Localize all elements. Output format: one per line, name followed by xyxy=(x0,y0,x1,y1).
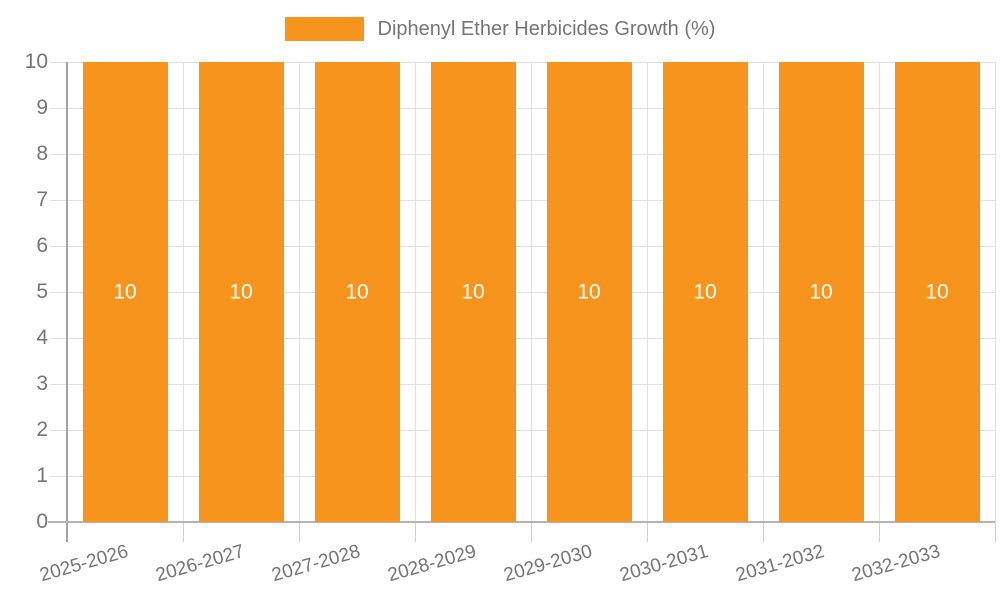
y-axis-tick-label: 10 xyxy=(24,50,48,74)
bar[interactable] xyxy=(546,62,632,522)
gridline-vertical xyxy=(531,62,532,522)
y-axis-tick-label: 8 xyxy=(36,142,48,166)
y-tick-mark xyxy=(50,476,67,477)
x-tick-mark xyxy=(763,522,764,542)
y-axis-tick-label: 2 xyxy=(36,418,48,442)
y-axis-tick-label: 1 xyxy=(36,464,48,488)
x-axis-tick-label: 2032-2033 xyxy=(849,541,943,587)
x-axis-tick-label: 2029-2030 xyxy=(501,541,595,587)
legend-label: Diphenyl Ether Herbicides Growth (%) xyxy=(377,17,716,40)
gridline-vertical xyxy=(763,62,764,522)
bar-value-label: 10 xyxy=(461,280,485,304)
bar[interactable] xyxy=(314,62,400,522)
y-axis-tick-label: 7 xyxy=(36,188,48,212)
bar-value-label: 10 xyxy=(809,280,833,304)
gridline-vertical xyxy=(879,62,880,522)
gridline-vertical xyxy=(183,62,184,522)
x-axis-tick-label: 2031-2032 xyxy=(733,541,827,587)
bar[interactable] xyxy=(430,62,516,522)
y-tick-mark xyxy=(50,200,67,201)
y-tick-mark xyxy=(50,154,67,155)
bar-value-label: 10 xyxy=(113,280,137,304)
bar[interactable] xyxy=(778,62,864,522)
gridline-vertical xyxy=(415,62,416,522)
x-axis-line xyxy=(48,521,995,523)
bar[interactable] xyxy=(82,62,168,522)
x-axis-tick-label: 2026-2027 xyxy=(153,541,247,587)
bar[interactable] xyxy=(894,62,980,522)
x-tick-mark xyxy=(647,522,648,542)
x-axis-tick-label: 2030-2031 xyxy=(617,541,711,587)
y-tick-mark xyxy=(50,430,67,431)
y-axis-tick-label: 3 xyxy=(36,372,48,396)
y-axis-line xyxy=(66,62,68,542)
x-axis-tick-label: 2025-2026 xyxy=(37,541,131,587)
y-tick-mark xyxy=(50,246,67,247)
gridline-vertical xyxy=(995,62,996,522)
x-tick-mark xyxy=(183,522,184,542)
gridline-vertical xyxy=(647,62,648,522)
x-tick-mark xyxy=(995,522,996,542)
bar-value-label: 10 xyxy=(345,280,369,304)
bar[interactable] xyxy=(662,62,748,522)
bar-value-label: 10 xyxy=(693,280,717,304)
x-axis-tick-label: 2027-2028 xyxy=(269,541,363,587)
y-axis-tick-label: 5 xyxy=(36,280,48,304)
y-tick-mark xyxy=(50,384,67,385)
y-tick-mark xyxy=(50,292,67,293)
legend-swatch xyxy=(284,17,364,41)
x-tick-mark xyxy=(299,522,300,542)
y-tick-mark xyxy=(50,338,67,339)
bar-value-label: 10 xyxy=(925,280,949,304)
x-tick-mark xyxy=(531,522,532,542)
y-tick-mark xyxy=(50,108,67,109)
chart-legend[interactable]: Diphenyl Ether Herbicides Growth (%) xyxy=(0,17,1000,41)
bar[interactable] xyxy=(198,62,284,522)
x-tick-mark xyxy=(879,522,880,542)
y-axis-tick-label: 0 xyxy=(36,510,48,534)
gridline-vertical xyxy=(299,62,300,522)
y-axis-tick-label: 9 xyxy=(36,96,48,120)
bar-value-label: 10 xyxy=(229,280,253,304)
y-axis-tick-label: 4 xyxy=(36,326,48,350)
x-axis-tick-label: 2028-2029 xyxy=(385,541,479,587)
bar-value-label: 10 xyxy=(577,280,601,304)
y-axis-tick-label: 6 xyxy=(36,234,48,258)
y-tick-mark xyxy=(50,62,67,63)
x-tick-mark xyxy=(415,522,416,542)
